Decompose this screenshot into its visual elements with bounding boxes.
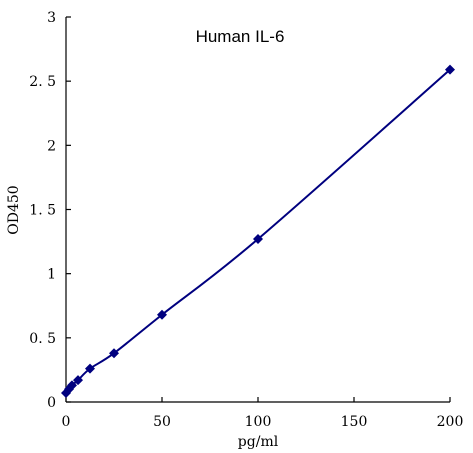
x-tick-label: 200 <box>437 414 464 430</box>
x-ticks: 0 50 100 150 200 <box>62 397 464 430</box>
series-line <box>65 68 451 394</box>
y-tick-label: 1. 5 <box>29 203 56 219</box>
data-point <box>253 234 263 245</box>
plot-area <box>65 17 450 403</box>
data-point <box>66 380 77 391</box>
y-tick-label: 0. 5 <box>29 331 56 347</box>
data-point <box>73 375 83 386</box>
y-tick-label: 1 <box>47 267 56 283</box>
x-tick-label: 0 <box>62 414 71 430</box>
data-point <box>445 64 455 75</box>
chart-title: Human IL-6 <box>196 27 285 46</box>
series-layer <box>61 64 455 399</box>
x-tick-label: 50 <box>153 414 171 430</box>
y-ticks: 0 0. 5 1 1. 5 2 2. 5 3 <box>29 10 71 411</box>
y-tick-label: 3 <box>47 10 56 26</box>
data-point <box>157 309 167 320</box>
data-point <box>85 363 95 374</box>
x-axis-label: pg/ml <box>238 434 279 450</box>
data-point <box>109 348 119 359</box>
x-tick-label: 150 <box>341 414 368 430</box>
x-tick-label: 100 <box>245 414 272 430</box>
y-tick-label: 2 <box>47 138 56 154</box>
y-axis-label: OD450 <box>6 185 22 234</box>
y-tick-label: 0 <box>47 395 56 411</box>
y-tick-label: 2. 5 <box>29 74 56 90</box>
